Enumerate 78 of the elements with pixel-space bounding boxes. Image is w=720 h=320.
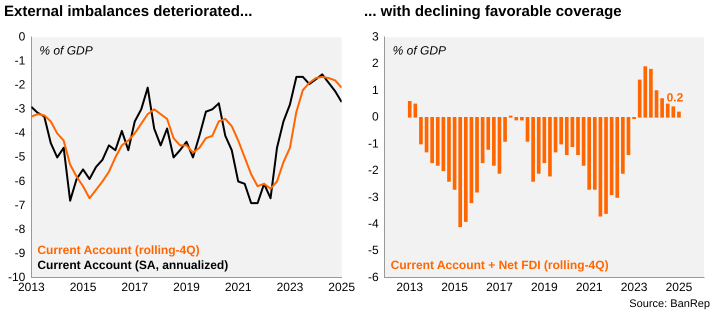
x-tick-label: 2025 [666, 280, 693, 294]
x-tick-label: 2021 [576, 280, 603, 294]
bar [447, 117, 451, 182]
y-axis-title: % of GDP [392, 44, 446, 58]
bar [592, 117, 597, 190]
bar [672, 106, 676, 118]
bar [587, 117, 592, 190]
bar [570, 117, 574, 148]
bar [458, 117, 462, 228]
text: Current Account + Net FDI (rolling-4Q) [390, 258, 609, 272]
bar [582, 117, 586, 166]
y-tick-label: -4 [368, 216, 379, 230]
x-tick-label: 2017 [121, 280, 148, 294]
bar [615, 117, 620, 198]
bar [442, 117, 446, 172]
y-tick-label: -7 [14, 198, 26, 212]
y-tick-label: -4 [14, 126, 26, 140]
x-tick-label: 2015 [70, 280, 97, 294]
bar [408, 100, 412, 118]
bar [610, 117, 614, 196]
y-tick-label: -1 [14, 54, 26, 68]
data-label: 0.2 [666, 90, 684, 104]
bar [430, 117, 434, 164]
bar [452, 117, 456, 190]
y-tick-label: 3 [372, 30, 379, 44]
x-tick-label: 2021 [224, 280, 252, 294]
bar [531, 117, 535, 182]
bar [464, 117, 468, 222]
y-tick-label: -3 [14, 102, 26, 116]
text: Current Account (SA, annualized) [37, 258, 228, 272]
text: Current Account (rolling-4Q) [37, 242, 200, 257]
y-tick-label: -1 [368, 136, 379, 150]
bar [436, 117, 440, 166]
y-tick-label: -9 [14, 246, 26, 260]
bar [414, 104, 418, 118]
bar [486, 117, 490, 150]
y-tick-label: -6 [14, 174, 26, 188]
y-axis-title: % of GDP [39, 44, 93, 58]
y-tick-label: -5 [14, 150, 26, 164]
bar [514, 117, 518, 120]
y-tick-label: -8 [14, 222, 26, 236]
y-tick-label: 1 [372, 82, 379, 97]
y-tick-label: -2 [14, 78, 26, 92]
bar [576, 117, 580, 156]
bar [480, 117, 484, 164]
chart-title: External imbalances deteriorated... [3, 2, 254, 22]
y-tick-label: -2 [368, 163, 379, 178]
bar [638, 80, 642, 118]
y-tick-label: -5 [368, 243, 379, 258]
bar [520, 117, 524, 120]
bar [660, 98, 664, 118]
x-tick-label: 2019 [530, 280, 558, 294]
bar [654, 90, 658, 118]
y-tick-label: -3 [368, 190, 379, 204]
x-tick-label: 2017 [486, 280, 514, 294]
x-tick-label: 2019 [173, 280, 200, 294]
x-tick-label: 2023 [620, 280, 648, 294]
bar [542, 117, 546, 164]
bar [536, 117, 541, 174]
y-tick-label: 0 [18, 30, 26, 44]
bar [649, 68, 653, 118]
x-tick-label: 2013 [396, 280, 424, 294]
x-tick-label: 2025 [328, 280, 356, 294]
bar [564, 117, 569, 156]
bar [526, 117, 530, 142]
bar [621, 117, 625, 174]
bar [643, 66, 648, 118]
chart-title: ... with declining favorable coverage [363, 2, 623, 22]
bar [677, 112, 681, 118]
y-tick-label: -6 [368, 270, 379, 284]
bar [492, 117, 496, 166]
source-note: Source: BanRep [628, 298, 711, 312]
y-tick-label: 0 [372, 110, 379, 124]
bar [666, 104, 670, 118]
x-tick-label: 2015 [441, 280, 468, 294]
bar [559, 117, 563, 144]
x-tick-label: 2023 [276, 280, 304, 294]
y-tick-label: 2 [372, 56, 379, 70]
